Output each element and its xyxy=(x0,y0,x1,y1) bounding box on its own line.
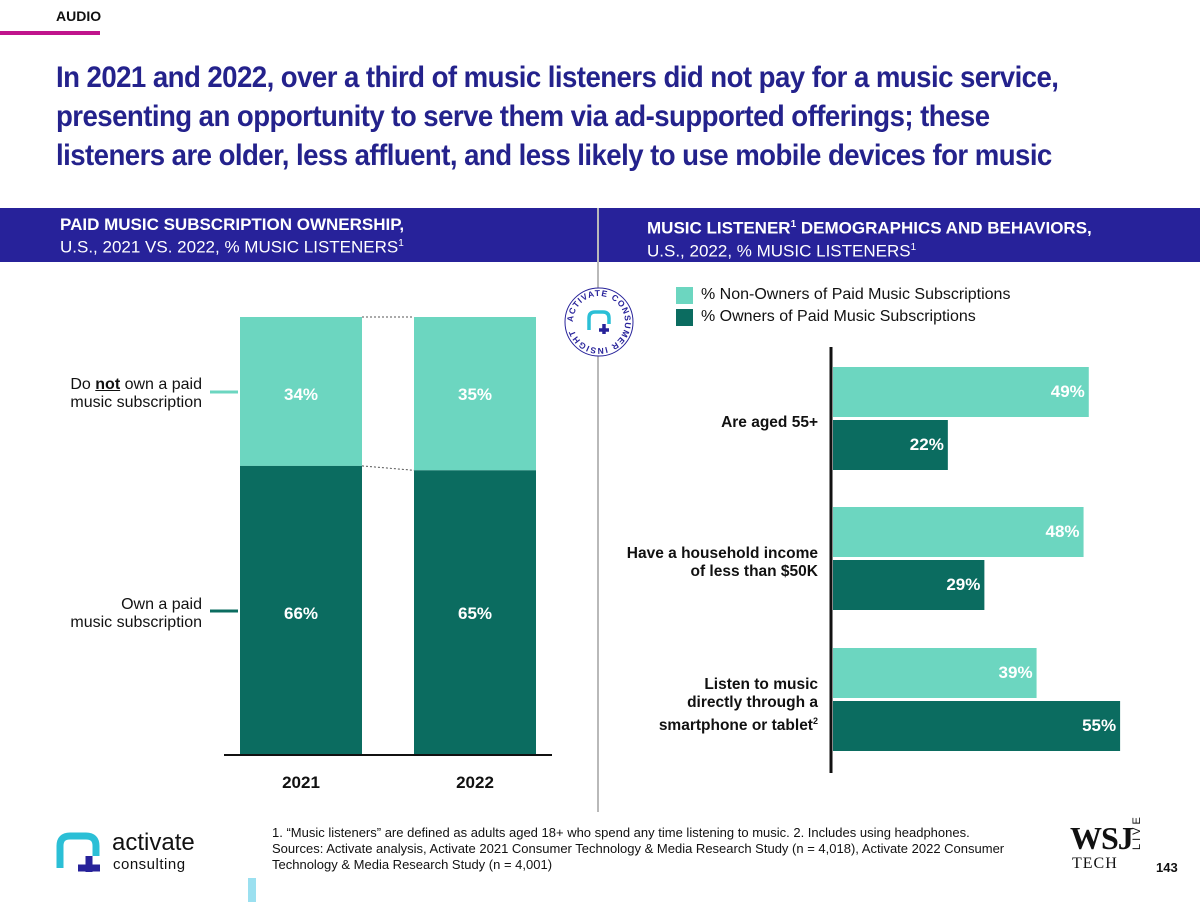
right-panel-title-line2: U.S., 2022, % MUSIC LISTENERS1 xyxy=(647,241,917,261)
x-tick-label-2021: 2021 xyxy=(282,773,320,792)
category-label-smartphone: Listen to music directly through a smartph… xyxy=(658,676,818,735)
footnote-line2: Sources: Activate analysis, Activate 202… xyxy=(272,841,1005,856)
left-panel-title-line1: PAID MUSIC SUBSCRIPTION OWNERSHIP, xyxy=(60,215,405,234)
x-tick-label-2022: 2022 xyxy=(456,773,494,792)
footnote-line1: 1. “Music listeners” are defined as adul… xyxy=(272,825,970,840)
hbar-owner-1 xyxy=(833,420,948,470)
bar-own-2022 xyxy=(414,470,536,755)
seal-logo-icon xyxy=(587,310,611,334)
right-panel-title-line1: MUSIC LISTENER1 DEMOGRAPHICS AND BEHAVIO… xyxy=(647,218,1092,238)
row-label-own: Own a paid music subscription xyxy=(70,596,202,631)
activate-logo-icon xyxy=(56,832,100,872)
hbar-nonowner-2 xyxy=(833,507,1084,557)
footnote-line3: Technology & Media Research Study (n = 4… xyxy=(272,857,553,872)
panel-divider xyxy=(597,208,599,812)
legend-swatch-dark xyxy=(676,308,693,326)
hbar-owner-2 xyxy=(833,560,985,610)
hbar-nonowner-1 xyxy=(833,367,1089,417)
connector-line-middle xyxy=(361,465,415,471)
right-panel-header: MUSIC LISTENER1 DEMOGRAPHICS AND BEHAVIO… xyxy=(599,208,1200,262)
legend-item-owners: % Owners of Paid Music Subscriptions xyxy=(676,306,1010,328)
accent-tab xyxy=(248,878,256,902)
hbar-label-owner-3: 55% xyxy=(1082,716,1116,735)
hbar-label-owner-2: 29% xyxy=(946,575,980,594)
page-headline: In 2021 and 2022, over a third of music … xyxy=(56,61,1059,172)
chart-legend: % Non-Owners of Paid Music Subscriptions… xyxy=(676,284,1010,328)
bar-not-own-2021 xyxy=(240,317,362,466)
wsj-live-text: LIVE xyxy=(1131,814,1143,850)
hbar-label-nonowner-3: 39% xyxy=(999,663,1033,682)
wsj-tech-text: TECH xyxy=(1072,855,1118,872)
row-label-not-own: Do not own a paid music subscription xyxy=(70,376,202,411)
activate-consumer-insight-seal: ACTIVATE CONSUMER INSIGHT xyxy=(564,287,634,357)
section-tag-rule xyxy=(0,31,100,35)
section-tag: AUDIO xyxy=(56,8,102,24)
hbar-nonowner-3 xyxy=(833,648,1037,698)
wsj-logo-text: WSJ xyxy=(1070,820,1134,856)
bar-own-2021 xyxy=(240,465,362,755)
category-label-income: Have a household income of less than $50K xyxy=(626,545,818,580)
hbar-owner-3 xyxy=(833,701,1121,751)
left-panel-header: PAID MUSIC SUBSCRIPTION OWNERSHIP, U.S.,… xyxy=(0,208,597,262)
category-label-aged-55: Are aged 55+ xyxy=(721,414,818,431)
hbar-label-owner-1: 22% xyxy=(910,435,944,454)
hbar-label-nonowner-1: 49% xyxy=(1051,382,1085,401)
data-label-not-own-2021: 34% xyxy=(284,385,318,404)
data-label-own-2021: 66% xyxy=(284,604,318,623)
data-label-not-own-2022: 35% xyxy=(458,385,492,404)
left-panel-title-line2: U.S., 2021 VS. 2022, % MUSIC LISTENERS1 xyxy=(60,237,404,257)
legend-swatch-light xyxy=(676,286,693,304)
logo-subtext: consulting xyxy=(113,856,186,873)
footnote: 1. “Music listeners” are defined as adul… xyxy=(272,825,1062,873)
legend-item-nonowners: % Non-Owners of Paid Music Subscriptions xyxy=(676,284,1010,306)
logo-wordmark: activate xyxy=(112,829,195,856)
page-number: 143 xyxy=(1156,860,1178,875)
bar-not-own-2022 xyxy=(414,317,536,471)
hbar-label-nonowner-2: 48% xyxy=(1046,522,1080,541)
data-label-own-2022: 65% xyxy=(458,604,492,623)
